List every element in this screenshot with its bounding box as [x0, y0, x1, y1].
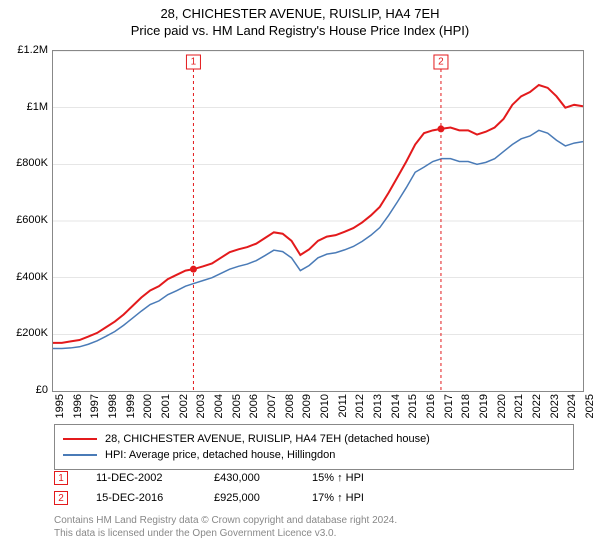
x-axis-label: 2019 [478, 394, 490, 424]
footer-copyright: Contains HM Land Registry data © Crown c… [54, 514, 574, 527]
sale-hpi: 17% ↑ HPI [312, 492, 392, 504]
x-axis-label: 2010 [319, 394, 331, 424]
page-title: 28, CHICHESTER AVENUE, RUISLIP, HA4 7EH [0, 6, 600, 21]
x-axis-label: 2020 [496, 394, 508, 424]
svg-text:1: 1 [191, 57, 197, 68]
x-axis-label: 2016 [425, 394, 437, 424]
y-axis-label: £0 [36, 384, 48, 396]
x-axis-label: 2001 [160, 394, 172, 424]
x-axis-label: 1999 [125, 394, 137, 424]
x-axis-label: 2022 [531, 394, 543, 424]
x-axis-label: 2025 [584, 394, 596, 424]
x-axis-label: 2011 [337, 394, 349, 424]
x-axis-label: 2015 [407, 394, 419, 424]
sale-row: 1 11-DEC-2002 £430,000 15% ↑ HPI [54, 468, 574, 488]
x-axis-label: 2006 [248, 394, 260, 424]
sale-hpi: 15% ↑ HPI [312, 472, 392, 484]
x-axis-label: 2014 [390, 394, 402, 424]
page-subtitle: Price paid vs. HM Land Registry's House … [0, 23, 600, 38]
x-axis-label: 2013 [372, 394, 384, 424]
y-axis-label: £600K [16, 214, 48, 226]
sale-marker-icon: 1 [54, 471, 68, 485]
y-axis-label: £1M [27, 101, 48, 113]
sales-table: 1 11-DEC-2002 £430,000 15% ↑ HPI 2 15-DE… [54, 468, 574, 508]
legend-label: HPI: Average price, detached house, Hill… [105, 449, 335, 461]
x-axis-label: 2004 [213, 394, 225, 424]
x-axis-label: 2023 [549, 394, 561, 424]
footer-license: This data is licensed under the Open Gov… [54, 527, 574, 540]
x-axis-label: 2017 [443, 394, 455, 424]
x-axis-label: 2000 [142, 394, 154, 424]
sale-row: 2 15-DEC-2016 £925,000 17% ↑ HPI [54, 488, 574, 508]
x-axis-label: 1996 [72, 394, 84, 424]
x-axis-label: 2012 [354, 394, 366, 424]
x-axis-label: 2007 [266, 394, 278, 424]
y-axis-label: £1.2M [17, 44, 48, 56]
sale-date: 15-DEC-2016 [96, 492, 186, 504]
legend-item-property: 28, CHICHESTER AVENUE, RUISLIP, HA4 7EH … [63, 431, 565, 447]
x-axis-label: 2018 [460, 394, 472, 424]
x-axis-label: 1998 [107, 394, 119, 424]
sale-marker-icon: 2 [54, 491, 68, 505]
x-axis-label: 2002 [178, 394, 190, 424]
legend-item-hpi: HPI: Average price, detached house, Hill… [63, 447, 565, 463]
x-axis-label: 1997 [89, 394, 101, 424]
x-axis-label: 2003 [195, 394, 207, 424]
x-axis-label: 2021 [513, 394, 525, 424]
legend: 28, CHICHESTER AVENUE, RUISLIP, HA4 7EH … [54, 424, 574, 470]
svg-text:2: 2 [438, 57, 444, 68]
sale-date: 11-DEC-2002 [96, 472, 186, 484]
y-axis-label: £400K [16, 271, 48, 283]
y-axis-label: £800K [16, 157, 48, 169]
sale-price: £430,000 [214, 472, 284, 484]
legend-label: 28, CHICHESTER AVENUE, RUISLIP, HA4 7EH … [105, 433, 430, 445]
x-axis-label: 1995 [54, 394, 66, 424]
x-axis-label: 2009 [301, 394, 313, 424]
x-axis-label: 2008 [284, 394, 296, 424]
y-axis-label: £200K [16, 327, 48, 339]
chart: 12 [52, 50, 584, 392]
x-axis-label: 2005 [231, 394, 243, 424]
footer: Contains HM Land Registry data © Crown c… [54, 514, 574, 540]
sale-price: £925,000 [214, 492, 284, 504]
x-axis-label: 2024 [566, 394, 578, 424]
